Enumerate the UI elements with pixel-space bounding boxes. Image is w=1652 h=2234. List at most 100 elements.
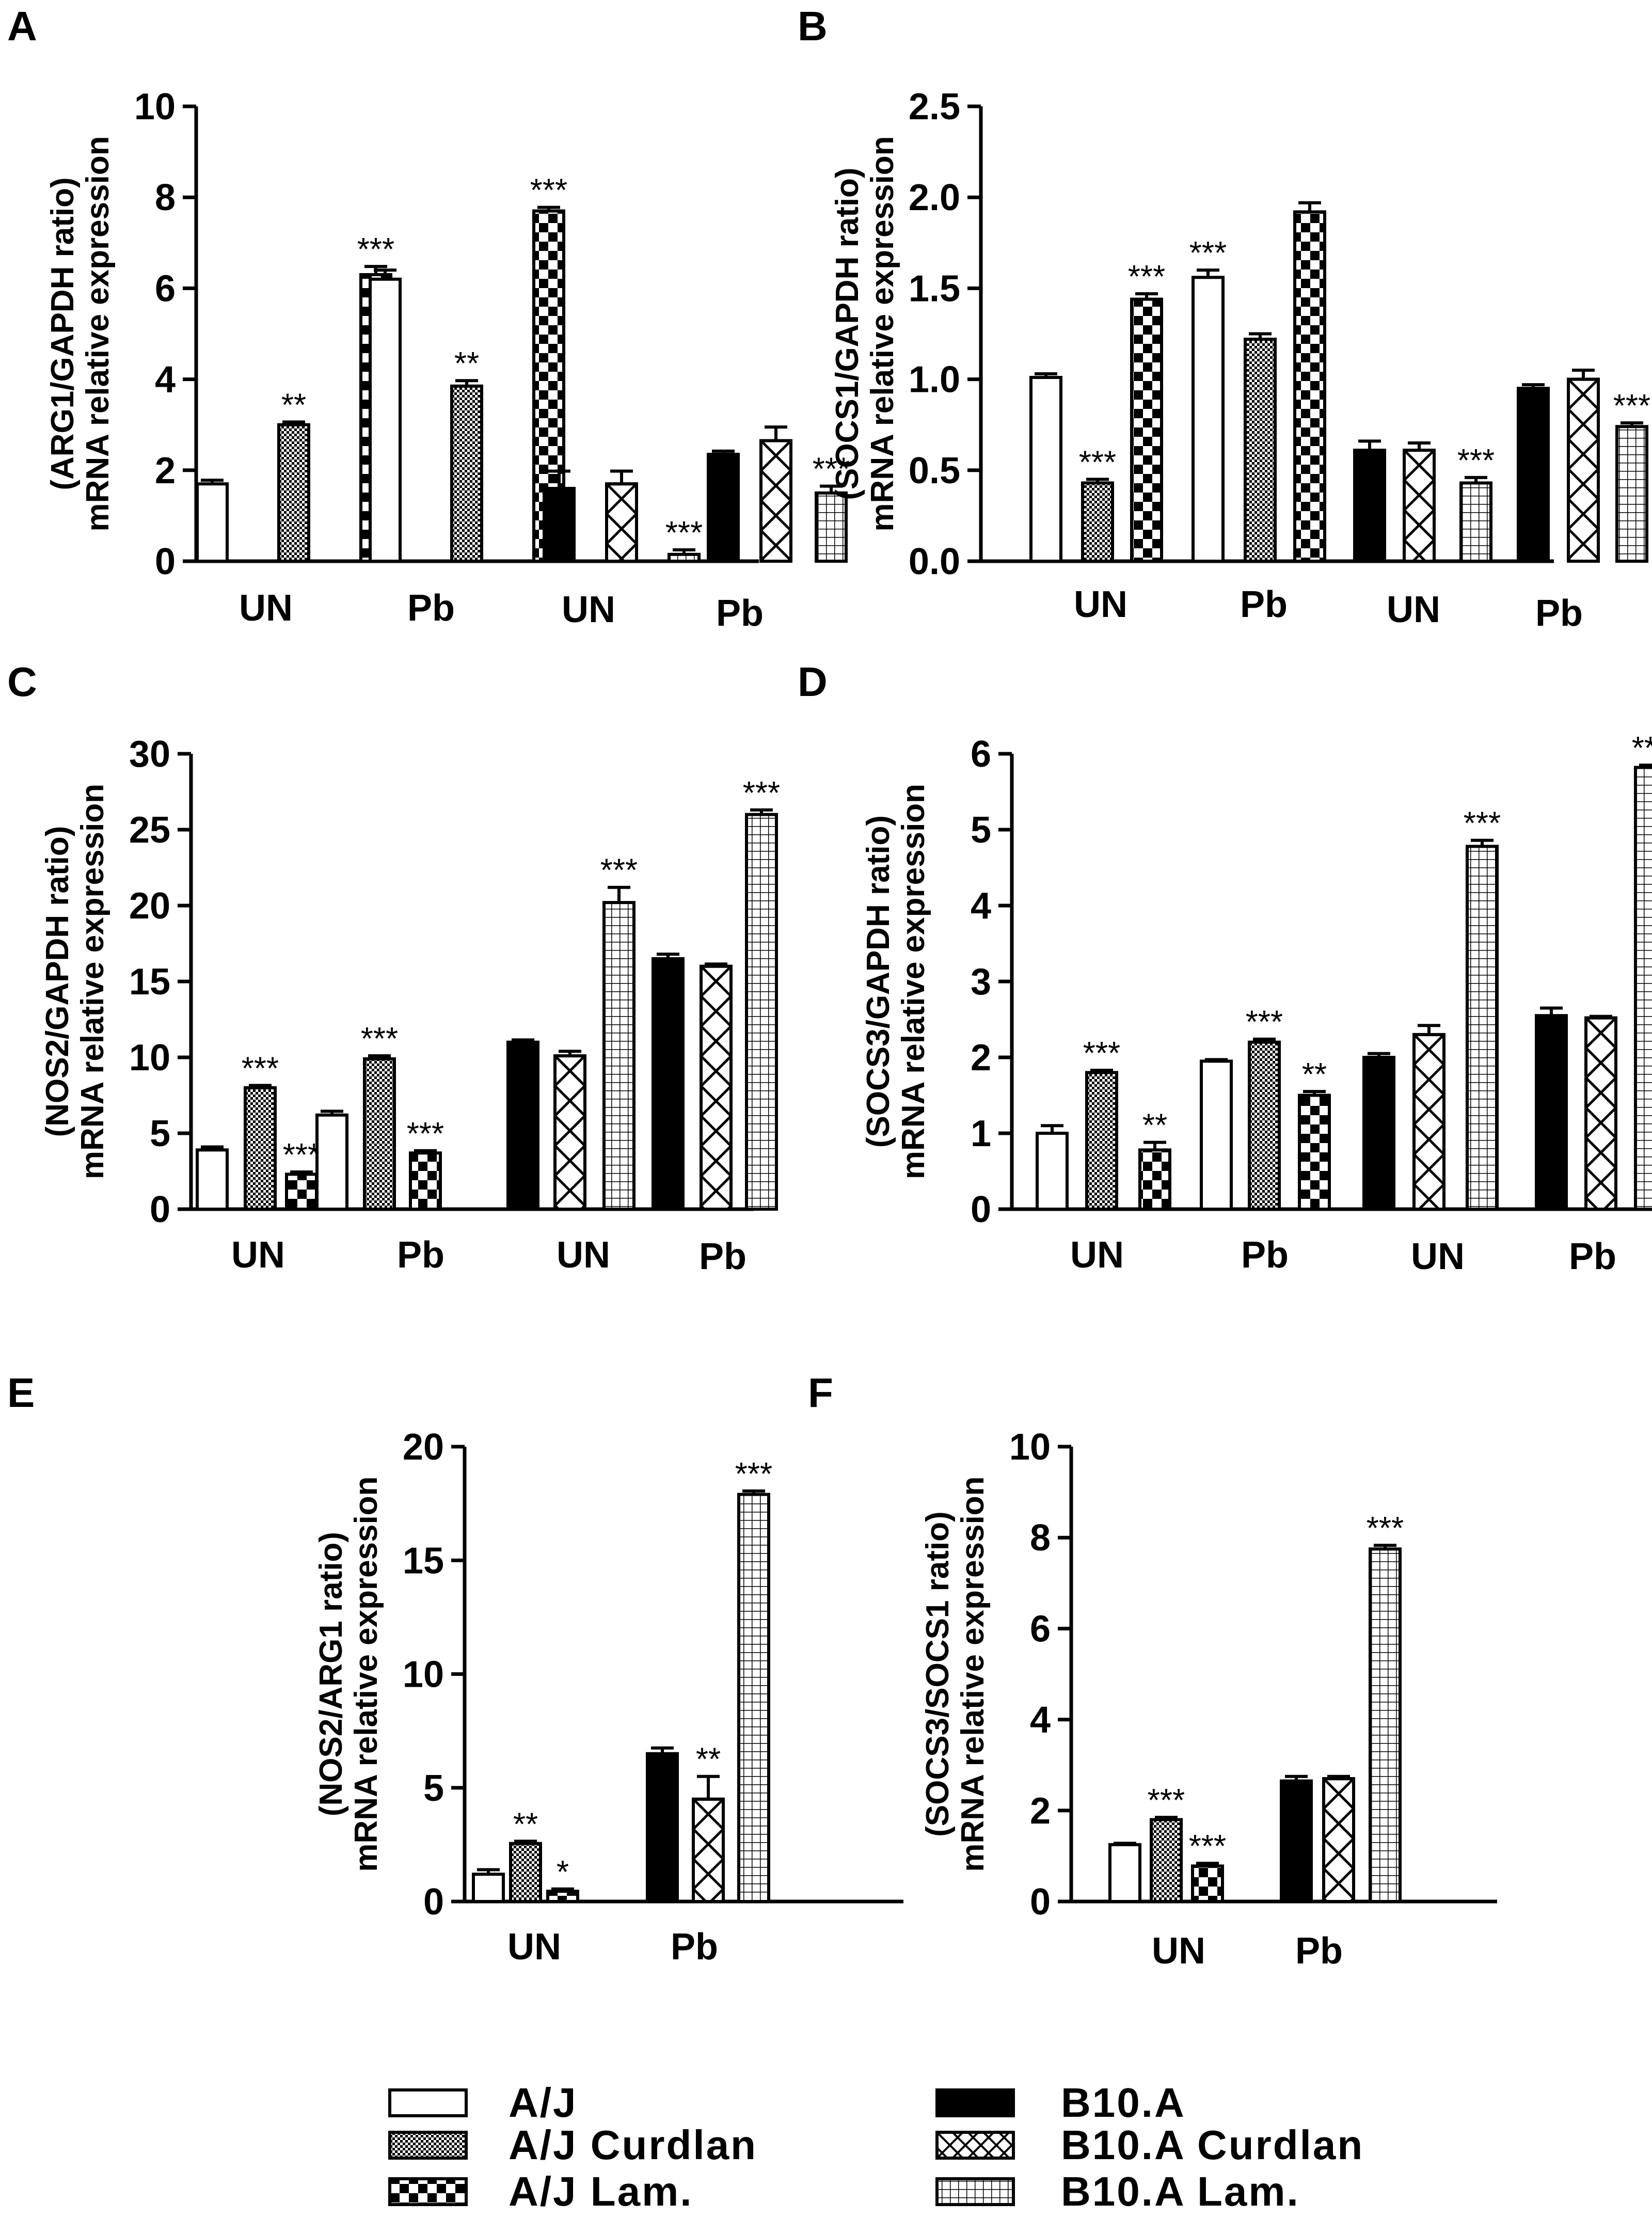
panel-c-category-label: UN [231,1234,285,1276]
legend: A/J A/J Curdlan A/J Lam. B10.A B10.A Cur… [388,2080,1364,2214]
panel-f-bar-aj-lam [1191,1864,1224,1903]
panel-letter-a: A [7,3,37,49]
panel-d-bar-b10a-lam [1466,845,1499,1211]
panel-a-category-label: UN [239,588,293,629]
panel-a-arg1-chart: 0 2 4 6 8 10 (ARG1/GAPDH ratio) mRNA relative e… [45,86,850,634]
panel-d-socs3-chart: 0 1 2 3 4 5 6 (SOCS3/GAPDH ratio) mRNA relative … [861,731,1652,1277]
panel-d-bar-aj-lam-significance: ** [1142,1108,1167,1144]
panel-b-bar-b10a [1517,387,1550,563]
panel-d-bar-b10a-curdlan-3-hatch [1586,1018,1616,1210]
panel-f-bar-b10a-lam [1369,1547,1402,1904]
legend-swatch-aj [388,2088,468,2117]
panel-e-bar-b10a-curdlan-significance: ** [696,1742,721,1778]
panel-d-y-label-expression: mRNA relative expression [896,784,931,1179]
panel-f-bar-b10a-curdlan-outline [1322,1777,1355,1903]
panel-c-y-tick-label: 10 [129,1037,170,1079]
panel-c-bar-aj [315,1113,348,1211]
panel-e-y-label-ratio: (NOS2/ARG1 ratio) [313,1532,349,1816]
panel-d-bar-aj-lam [1138,1148,1171,1211]
panel-d-y-label-ratio: (SOCS3/GAPDH ratio) [861,815,896,1148]
panel-e-nos2-arg1-chart: 0 5 10 15 20 (NOS2/ARG1 ratio) mRNA relative e… [313,1427,903,1968]
panel-f-bar-aj [1108,1843,1141,1903]
panel-c-bar-b10a-lam [602,901,636,1211]
panel-c-bar-b10a-lam-significance: *** [600,853,638,889]
panel-e-bar-aj-lam [546,1890,579,1903]
panel-e-bar-aj [472,1873,505,1903]
panel-e-bar-aj-curdlan [509,1842,542,1904]
panel-a-y-tick-label: 2 [155,450,176,492]
panel-a-bar-b10a [543,487,576,563]
panel-d-bar-aj [1200,1059,1233,1211]
legend-swatch-aj-lam [388,2177,468,2206]
panel-c-bar-aj-curdlan [244,1086,277,1211]
panel-b-bar-b10a-lam-significance: *** [1613,388,1650,424]
panel-d-bar-aj-curdlan [1248,1040,1281,1211]
panel-f-y-label-ratio: (SOCS3/SOCS1 ratio) [920,1511,956,1836]
panel-d-bar-b10a-curdlan-2-hatch [1414,1034,1444,1210]
panel-b-y-tick-label: 0.0 [909,541,960,582]
panel-b-bar-b10a-lam [1459,481,1492,563]
panel-d-category-label: UN [1070,1234,1124,1276]
panel-a-bar-b10a-lam-significance: *** [813,452,850,487]
panel-d-y-tick-label: 3 [971,961,991,1003]
panel-c-y-tick-label: 0 [150,1189,170,1230]
panel-c-bar-b10a-lam-significance: *** [743,775,780,811]
panel-b-bar-b10a-lam [1615,425,1648,563]
panel-d-category-label: UN [1411,1236,1465,1277]
panel-c-y-label-ratio: (NOS2/GAPDH ratio) [40,826,75,1137]
panel-d-bar-aj-lam-significance: ** [1302,1057,1327,1092]
panel-d-y-tick-label: 6 [971,734,991,775]
panel-f-bar-b10a-lam-significance: *** [1367,1511,1404,1546]
panel-c-bar-aj-curdlan-significance: *** [242,1051,279,1086]
panel-c-y-label-expression: mRNA relative expression [75,784,110,1179]
panel-a-bar-b10a-lam [668,552,701,563]
panel-e-bar-b10a-lam [737,1493,770,1903]
legend-label-b10a-curdlan: B10.A Curdlan [1061,2122,1364,2168]
panel-c-bar-aj-lam [285,1173,318,1211]
panel-a-bar-b10a-curdlan-outline [759,439,792,563]
panel-d-y-tick-label: 4 [971,885,991,927]
panel-f-bar-aj-curdlan-significance: *** [1148,1783,1185,1818]
panel-a-y-tick-label: 0 [155,541,176,582]
panel-c-bar-b10a-curdlan-outline [553,1054,586,1211]
panel-letter-f: F [808,1370,833,1416]
panel-e-y-tick-label: 20 [403,1427,444,1468]
panel-c-y-tick-label: 25 [129,810,170,851]
panel-b-y-label-ratio: (SOCS1/GAPDH ratio) [830,167,865,500]
panel-a-bar-b10a-lam-significance: *** [665,515,703,551]
panel-f-y-tick-label: 0 [1030,1881,1051,1923]
panel-e-bar-b10a-curdlan-outline [692,1797,725,1903]
panel-e-category-label: UN [507,1926,561,1968]
panel-letter-d: D [798,659,828,705]
panel-c-bar-b10a [506,1040,539,1211]
panel-b-bar-aj [1029,376,1062,563]
panel-c-y-tick-label: 5 [150,1113,170,1154]
legend-label-aj: A/J [509,2080,578,2126]
panel-b-bar-b10a-curdlan-3-hatch [1568,379,1598,561]
panel-c-y-tick-label: 20 [129,885,170,927]
panel-b-category-label: UN [1387,589,1440,630]
panel-e-bar-b10a-lam-significance: *** [735,1456,772,1492]
panel-b-bar-aj-lam [1130,297,1163,563]
panel-c-category-label: Pb [397,1234,444,1276]
panel-b-bar-aj [1192,276,1225,563]
panel-a-bar-aj-curdlan [450,384,483,563]
panel-b-y-tick-label: 1.0 [909,359,960,401]
panel-d-y-tick-label: 1 [971,1113,991,1154]
panel-d-bar-b10a-curdlan-outline [1584,1016,1617,1211]
panel-a-y-tick-label: 10 [134,86,176,128]
panel-f-socs3-socs1-chart: 0 2 4 6 8 10 (SOCS3/SOCS1 ratio) mRNA relative … [920,1427,1497,1972]
panel-f-y-tick-label: 8 [1030,1517,1051,1559]
panel-f-bar-b10a-curdlan-1-hatch [1324,1779,1354,1902]
panel-b-bar-aj-lam-significance: *** [1128,259,1165,295]
panel-f-y-tick-label: 6 [1030,1608,1051,1650]
panel-c-nos2-chart: 0 5 10 15 20 25 30 (NOS2/GAPDH ratio) mRNA relat… [40,734,780,1277]
panel-b-bar-b10a-curdlan-2-hatch [1404,450,1434,562]
panel-a-y-label-expression: mRNA relative expression [80,136,116,531]
panel-c-y-tick-label: 15 [129,961,170,1003]
legend-swatch-b10a-curdlan [935,2131,1015,2160]
panel-b-y-tick-label: 2.0 [909,177,960,218]
panel-d-bar-b10a-lam-significance: *** [1632,731,1652,766]
panel-e-y-tick-label: 10 [403,1654,444,1696]
panel-a-category-label: Pb [716,593,764,634]
